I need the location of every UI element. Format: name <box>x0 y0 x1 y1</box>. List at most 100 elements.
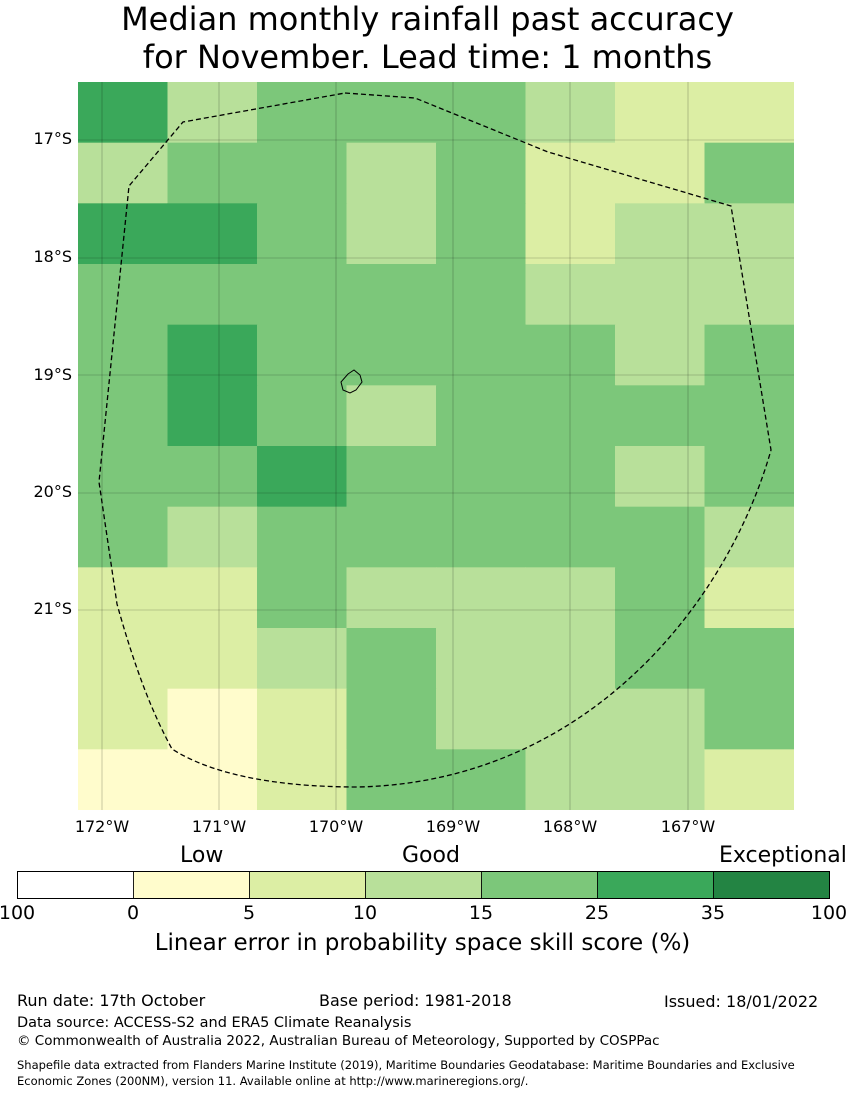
island-outline <box>340 369 363 394</box>
category-low: Low <box>180 843 224 868</box>
grid-cell <box>615 628 706 690</box>
grid-cell <box>257 142 348 204</box>
grid-cell <box>704 203 794 265</box>
grid-cell <box>346 688 437 750</box>
colorbar-box <box>365 871 482 899</box>
grid-cell <box>257 628 348 690</box>
lat-label-21s: 21°S <box>33 599 72 618</box>
lon-label-172w: 172°W <box>74 817 130 836</box>
colorbar-tick: 0 <box>126 902 140 924</box>
grid-cell <box>436 264 527 326</box>
grid-cell <box>525 385 616 447</box>
grid-cell <box>704 628 794 690</box>
category-exceptional: Exceptional <box>719 843 847 868</box>
grid-cell <box>78 142 169 204</box>
grid-cell <box>436 203 527 265</box>
colorbar-box <box>481 871 598 899</box>
grid-cell <box>78 446 169 508</box>
grid-cell <box>257 749 348 810</box>
category-good: Good <box>402 843 460 868</box>
grid-cell <box>525 567 616 629</box>
grid-cell <box>167 688 258 750</box>
grid-cell <box>525 142 616 204</box>
grid-cell <box>78 264 169 326</box>
grid-cell <box>615 506 706 568</box>
grid-cell <box>167 142 258 204</box>
grid-cell <box>346 142 437 204</box>
grid-cell <box>167 385 258 447</box>
grid-cell <box>167 324 258 386</box>
lat-label-17s: 17°S <box>33 129 72 148</box>
grid-cell <box>257 567 348 629</box>
grid-cell <box>78 203 169 265</box>
grid-cell <box>436 142 527 204</box>
grid-cell <box>346 82 437 144</box>
grid-cell <box>436 324 527 386</box>
grid-cell <box>257 264 348 326</box>
colorbar-box <box>713 871 830 899</box>
grid-cell <box>615 324 706 386</box>
grid-cell <box>704 385 794 447</box>
grid-cell <box>525 749 616 810</box>
grid-cell <box>167 567 258 629</box>
title-line-1: Median monthly rainfall past accuracy <box>121 0 734 38</box>
run-date: Run date: 17th October <box>17 991 206 1010</box>
grid-cell <box>615 446 706 508</box>
lon-label-169w: 169°W <box>425 817 481 836</box>
grid-cell <box>346 628 437 690</box>
grid-cell <box>615 688 706 750</box>
grid-cell <box>257 446 348 508</box>
grid-cell <box>525 688 616 750</box>
grid-cell <box>78 385 169 447</box>
grid-cell <box>615 567 706 629</box>
grid-cell <box>615 749 706 810</box>
grid-cell <box>167 264 258 326</box>
grid-cell <box>257 324 348 386</box>
copyright: © Commonwealth of Australia 2022, Austra… <box>17 1033 660 1049</box>
grid-cell <box>257 385 348 447</box>
grid-cell <box>704 749 794 810</box>
lon-label-170w: 170°W <box>308 817 364 836</box>
grid-cell <box>436 82 527 144</box>
colorbar-box <box>17 871 134 899</box>
grid-cell <box>704 142 794 204</box>
grid-cell <box>525 446 616 508</box>
grid-cell <box>436 749 527 810</box>
colorbar-tick: 15 <box>468 902 494 924</box>
colorbar-title: Linear error in probability space skill … <box>154 930 691 956</box>
grid-cell <box>78 628 169 690</box>
grid-cell <box>78 324 169 386</box>
colorbar <box>17 871 830 899</box>
colorbar-tick: 100 <box>0 902 36 924</box>
grid-cell <box>704 82 794 144</box>
data-source: Data source: ACCESS-S2 and ERA5 Climate … <box>17 1015 412 1031</box>
grid-cell <box>167 506 258 568</box>
grid-cell <box>525 82 616 144</box>
grid-cell <box>346 385 437 447</box>
colorbar-tick: 25 <box>584 902 610 924</box>
map-title: Median monthly rainfall past accuracy fo… <box>0 0 855 76</box>
grid-cell <box>704 446 794 508</box>
grid-cell <box>167 203 258 265</box>
grid-cell <box>257 688 348 750</box>
grid-cell <box>167 749 258 810</box>
grid-cell <box>615 385 706 447</box>
eez-boundary <box>98 92 772 788</box>
grid-cell <box>346 324 437 386</box>
skill-map <box>78 82 794 810</box>
lon-label-168w: 168°W <box>542 817 598 836</box>
colorbar-tick: 5 <box>242 902 256 924</box>
base-period: Base period: 1981-2018 <box>319 991 512 1010</box>
lat-label-18s: 18°S <box>33 247 72 266</box>
lon-label-171w: 171°W <box>191 817 247 836</box>
grid-cell <box>704 324 794 386</box>
title-line-2: for November. Lead time: 1 months <box>142 38 713 76</box>
grid-cell <box>346 446 437 508</box>
grid-cell <box>346 749 437 810</box>
grid-cell <box>346 567 437 629</box>
grid-cell <box>78 82 169 144</box>
grid-cell <box>436 385 527 447</box>
grid-cell <box>704 506 794 568</box>
grid-cell <box>436 688 527 750</box>
grid-cell <box>525 264 616 326</box>
